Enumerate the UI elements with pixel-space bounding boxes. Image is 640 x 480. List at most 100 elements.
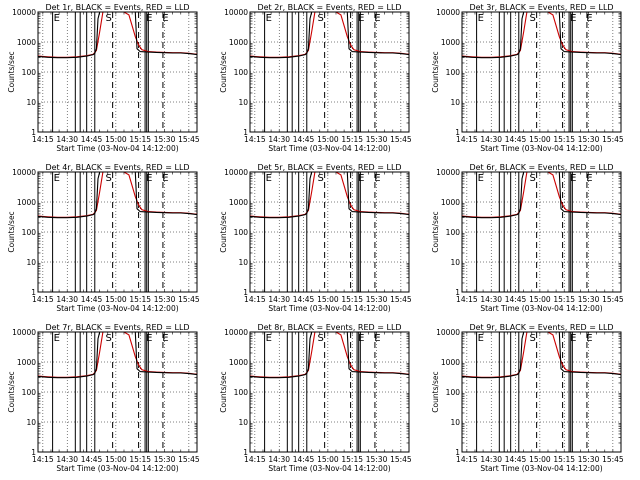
marker-flag-label: E [266, 13, 272, 24]
marker-flag-label: E [478, 333, 484, 344]
x-tick-label: 15:45 [178, 135, 200, 144]
x-axis-label: Start Time (03-Nov-04 14:12:00) [480, 464, 602, 473]
marker-flag-label: E [586, 173, 592, 184]
x-tick-label: 14:45 [505, 135, 527, 144]
marker-flag-label: E [162, 333, 168, 344]
x-tick-label: 14:15 [32, 455, 54, 464]
series-events-line [250, 332, 409, 379]
chart-title: Det 3r, BLACK = Events, RED = LLD [469, 3, 613, 12]
x-tick-label: 15:30 [154, 295, 176, 304]
y-tick-label: 1 [31, 288, 36, 297]
x-tick-label: 14:30 [268, 295, 290, 304]
y-tick-label: 10000 [12, 8, 36, 17]
x-tick-label: 15:45 [390, 295, 412, 304]
marker-flag-label: E [266, 173, 272, 184]
x-tick-label: 15:30 [366, 295, 388, 304]
chart-title: Det 7r, BLACK = Events, RED = LLD [45, 323, 189, 332]
series-lld-line [462, 12, 621, 58]
marker-flag-label: E [478, 13, 484, 24]
y-axis-label: Counts/sec [431, 211, 440, 252]
x-tick-label: 15:00 [529, 295, 551, 304]
x-tick-label: 15:45 [602, 295, 624, 304]
chart-title: Det 1r, BLACK = Events, RED = LLD [45, 3, 189, 12]
x-tick-label: 14:15 [456, 295, 478, 304]
y-tick-label: 1000 [17, 358, 36, 367]
x-tick-label: 15:45 [602, 135, 624, 144]
x-tick-label: 15:15 [129, 135, 151, 144]
chart-title: Det 8r, BLACK = Events, RED = LLD [257, 323, 401, 332]
y-tick-label: 10000 [436, 8, 460, 17]
panel-7: 1 10 100 1000 10000 14:15 14:30 14:45 15:00 15:15… [7, 323, 200, 473]
x-tick-label: 14:30 [480, 295, 502, 304]
x-tick-label: 14:15 [244, 135, 266, 144]
panel-5: 1 10 100 1000 10000 14:15 14:30 14:45 15:00 15:15… [219, 163, 412, 313]
y-tick-label: 100 [234, 68, 249, 77]
y-tick-label: 1000 [229, 358, 248, 367]
y-tick-label: 10 [238, 98, 248, 107]
marker-flag-label: E [54, 333, 60, 344]
marker-flag-label: E [374, 173, 380, 184]
y-tick-label: 100 [22, 228, 37, 237]
y-tick-label: 1000 [229, 38, 248, 47]
marker-flag-label: E [146, 333, 152, 344]
marker-flag-label: E [478, 173, 484, 184]
panel-2: 1 10 100 1000 10000 14:15 14:30 14:45 15:00 15:15… [219, 3, 412, 153]
series-lld-line [462, 332, 621, 378]
marker-flag-label: E [266, 333, 272, 344]
x-tick-label: 15:15 [341, 455, 363, 464]
marker-flag-label: S [530, 333, 536, 344]
y-tick-label: 10000 [224, 168, 248, 177]
x-tick-label: 15:45 [390, 455, 412, 464]
x-tick-label: 14:15 [456, 455, 478, 464]
panel-1: 1 10 100 1000 10000 14:15 14:30 14:45 15:00 15:15… [7, 3, 200, 153]
x-tick-label: 15:00 [317, 295, 339, 304]
x-tick-label: 14:15 [244, 295, 266, 304]
x-tick-label: 15:15 [553, 455, 575, 464]
series-lld-line [250, 172, 409, 218]
y-axis-label: Counts/sec [7, 51, 16, 92]
x-tick-label: 15:45 [602, 455, 624, 464]
marker-flag-label: S [530, 13, 536, 24]
marker-flag-label: E [162, 173, 168, 184]
x-tick-label: 14:45 [293, 455, 315, 464]
x-tick-label: 14:30 [56, 135, 78, 144]
series-events-line [462, 172, 621, 219]
y-tick-label: 10000 [436, 328, 460, 337]
x-tick-label: 15:45 [178, 295, 200, 304]
x-tick-label: 15:15 [129, 295, 151, 304]
x-tick-label: 15:15 [553, 135, 575, 144]
marker-flag-label: S [106, 173, 112, 184]
series-lld-line [38, 332, 197, 378]
y-axis-label: Counts/sec [219, 211, 228, 252]
y-tick-label: 10 [238, 258, 248, 267]
y-tick-label: 10 [26, 418, 36, 427]
marker-flag-label: S [106, 13, 112, 24]
panel-6: 1 10 100 1000 10000 14:15 14:30 14:45 15:00 15:15… [431, 163, 624, 313]
y-tick-label: 1000 [441, 38, 460, 47]
marker-flag-label: S [318, 13, 324, 24]
marker-flag-label: E [146, 173, 152, 184]
x-tick-label: 14:45 [505, 455, 527, 464]
x-tick-label: 15:30 [154, 135, 176, 144]
y-tick-label: 1 [243, 288, 248, 297]
y-tick-label: 1000 [229, 198, 248, 207]
x-tick-label: 14:30 [268, 135, 290, 144]
x-tick-label: 14:45 [81, 455, 103, 464]
y-tick-label: 1 [455, 448, 460, 457]
marker-flag-label: E [146, 13, 152, 24]
panel-9: 1 10 100 1000 10000 14:15 14:30 14:45 15:00 15:15… [431, 323, 624, 473]
x-axis-label: Start Time (03-Nov-04 14:12:00) [268, 144, 390, 153]
x-tick-label: 15:30 [366, 135, 388, 144]
marker-flag-label: E [586, 13, 592, 24]
chart-title: Det 5r, BLACK = Events, RED = LLD [257, 163, 401, 172]
y-tick-label: 10 [450, 98, 460, 107]
series-lld-line [38, 12, 197, 58]
x-tick-label: 15:30 [578, 135, 600, 144]
marker-flag-label: S [318, 333, 324, 344]
y-tick-label: 100 [22, 68, 37, 77]
x-tick-label: 14:45 [293, 295, 315, 304]
y-axis-label: Counts/sec [431, 51, 440, 92]
x-tick-label: 14:30 [268, 455, 290, 464]
series-lld-line [250, 332, 409, 378]
